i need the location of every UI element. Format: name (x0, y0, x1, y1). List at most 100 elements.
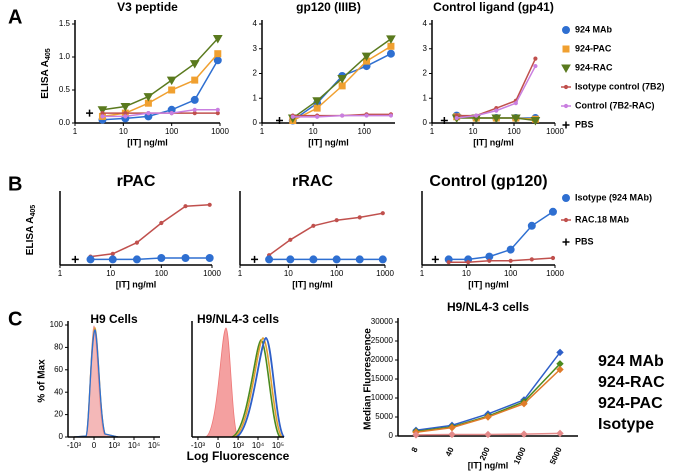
x-axis-label: [IT] ng/ml (473, 137, 514, 147)
curve (231, 339, 281, 438)
marker (132, 255, 141, 264)
marker (562, 194, 570, 202)
marker (527, 221, 536, 230)
x-tick-label: 40 (444, 445, 456, 457)
y-axis-label: ELISA A405 (25, 205, 37, 256)
marker (520, 399, 528, 408)
x-tick-label: 10³ (108, 441, 120, 450)
marker (192, 111, 197, 116)
legend-label: 924-RAC (575, 62, 613, 72)
chart-title: Control (gp120) (429, 173, 547, 190)
y-tick-label: 0 (423, 118, 428, 127)
marker (364, 113, 369, 118)
x-tick-label: 1000 (512, 445, 528, 465)
x-axis-label: [IT] ng/ml (308, 137, 349, 147)
marker (340, 113, 345, 118)
marker (189, 60, 200, 69)
y-tick-label: 0 (389, 431, 394, 440)
series-line (448, 257, 554, 263)
x-tick-label: 10 (106, 269, 115, 278)
marker (563, 217, 569, 223)
marker (355, 255, 364, 264)
marker (448, 423, 456, 432)
y-tick-label: 5000 (375, 412, 393, 421)
marker (487, 258, 492, 263)
y-tick-label: 30000 (371, 317, 394, 326)
y-label-main: ELISA A (40, 60, 51, 99)
panel-label: A (8, 6, 22, 28)
marker (388, 113, 394, 118)
marker (562, 238, 570, 246)
marker (169, 111, 174, 116)
y-tick-label: 0.5 (59, 85, 71, 94)
marker (123, 111, 128, 116)
y-tick-label: 0 (59, 432, 64, 441)
marker (530, 117, 541, 126)
x-tick-label: 10 (119, 127, 128, 136)
x-tick-label: 100 (155, 269, 169, 278)
legend-label: RAC.18 MAb (575, 214, 630, 224)
marker (192, 107, 197, 112)
legend-label: PBS (575, 236, 594, 246)
y-axis-label: ELISA A405 (40, 48, 52, 99)
y-tick-label: 4 (423, 19, 428, 28)
x-tick-label: 10⁵ (148, 441, 160, 450)
x-tick-label: 8 (410, 445, 420, 453)
y-tick-label: 80 (54, 343, 63, 352)
marker (508, 258, 513, 263)
marker (290, 114, 295, 119)
marker (513, 101, 518, 106)
marker (529, 257, 534, 262)
y-tick-label: 3 (253, 44, 258, 53)
marker (506, 245, 515, 254)
marker (561, 64, 571, 74)
series-line (102, 59, 219, 121)
series-line (448, 211, 554, 261)
marker (562, 45, 570, 53)
marker (446, 260, 451, 265)
marker (100, 114, 105, 119)
marker (563, 84, 569, 90)
marker (484, 413, 492, 421)
marker (134, 240, 140, 245)
y-tick-label: 0 (253, 118, 258, 127)
legend-label: Isotype (924 MAb) (575, 192, 652, 202)
marker (191, 76, 199, 84)
x-tick-label: 100 (504, 269, 518, 278)
series-line (268, 212, 383, 256)
marker (494, 108, 499, 113)
x-axis-label: Log Fluorescence (187, 449, 290, 463)
x-tick-label: 0 (92, 441, 97, 450)
series-line (90, 257, 210, 261)
x-tick-label: 1 (420, 269, 425, 278)
legend-label: PBS (575, 119, 594, 129)
marker (387, 42, 395, 50)
marker (213, 56, 222, 65)
legend-label: 924-PAC (598, 395, 663, 412)
y-tick-label: 1 (423, 93, 428, 102)
x-axis-label: [IT] ng/ml (127, 137, 168, 147)
y-tick-label: 60 (54, 365, 63, 374)
marker (563, 103, 569, 109)
chart-title: Control ligand (gp41) (433, 0, 554, 14)
series-line (90, 204, 210, 258)
marker (448, 430, 456, 439)
marker (86, 109, 94, 117)
x-tick-label: 5000 (548, 445, 564, 465)
y-label-sub: 405 (45, 48, 52, 60)
marker (431, 255, 439, 263)
marker (533, 56, 538, 61)
legend-label: 924 MAb (575, 24, 613, 34)
y-tick-label: 4 (253, 19, 258, 28)
legend-label: Control (7B2-RAC) (575, 100, 655, 110)
marker (166, 76, 177, 86)
x-tick-label: 100 (507, 127, 521, 136)
x-tick-label: 1000 (546, 269, 564, 278)
marker (123, 114, 128, 119)
marker (520, 430, 528, 438)
x-tick-label: 1 (238, 269, 243, 278)
marker (313, 104, 321, 112)
y-tick-label: 0.0 (59, 118, 71, 127)
y-tick-label: 100 (50, 320, 64, 329)
